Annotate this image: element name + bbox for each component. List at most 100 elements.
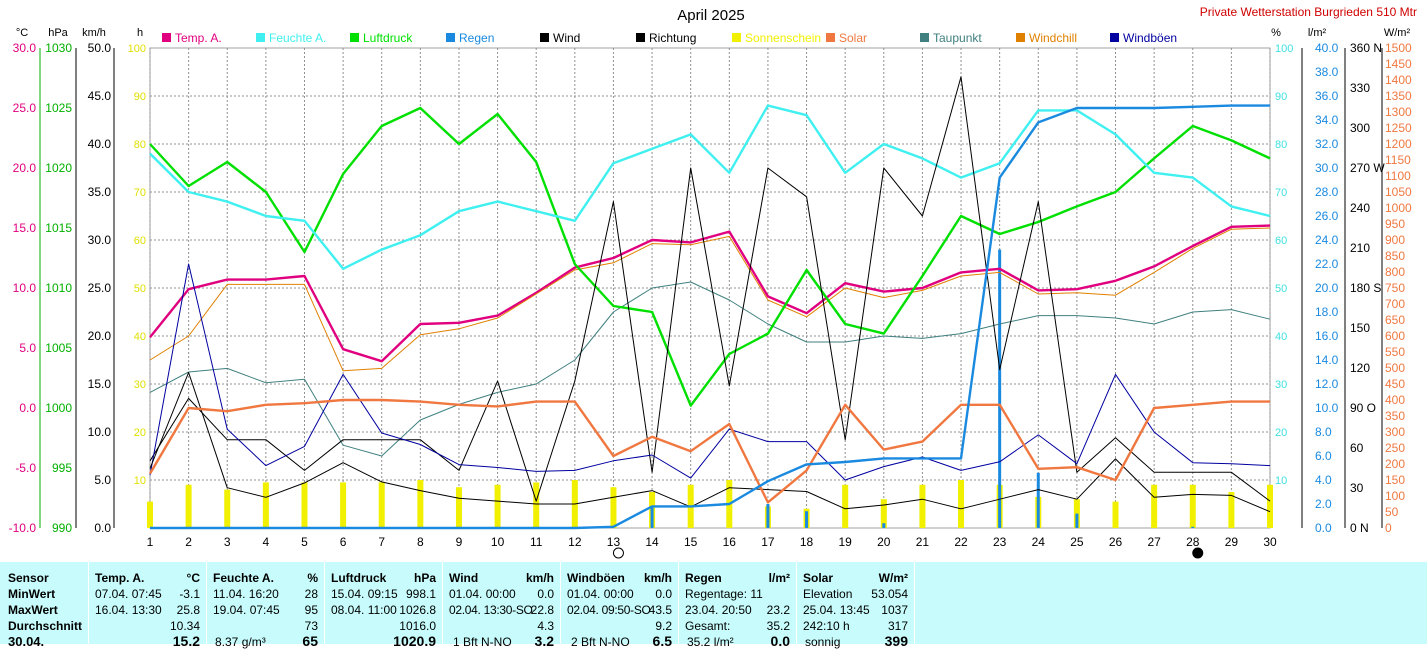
daily-rain-bar xyxy=(1036,472,1040,528)
temp-tick: -5.0 xyxy=(15,461,36,475)
x-tick-label: 4 xyxy=(263,535,270,549)
pressure-unit: hPa xyxy=(48,27,68,39)
daily-rain-bar xyxy=(1191,526,1195,528)
x-tick-label: 28 xyxy=(1186,535,1200,549)
pressure-tick: 1030 xyxy=(45,41,72,55)
gust-unit-head: km/h xyxy=(643,571,672,585)
row-label-sensor: Sensor xyxy=(8,571,49,585)
solar-tick: 150 xyxy=(1385,473,1405,487)
temp-tick: 5.0 xyxy=(19,341,36,355)
x-tick-label: 16 xyxy=(723,535,737,549)
legend-label: Feuchte A. xyxy=(269,31,326,45)
wind-tick: 0.0 xyxy=(94,521,111,535)
sun-tick: 20 xyxy=(134,427,146,439)
rain-tick: 38.0 xyxy=(1315,65,1339,79)
wind-tick: 25.0 xyxy=(88,281,112,295)
direction-tick: 240 xyxy=(1350,201,1370,215)
x-tick-label: 22 xyxy=(954,535,968,549)
pressure-tick: 990 xyxy=(52,521,72,535)
sunshine-bar xyxy=(1151,484,1158,528)
site-title: Private Wetterstation Burgrieden 510 Mtr xyxy=(1200,5,1417,19)
x-tick-label: 18 xyxy=(800,535,814,549)
row-label-avg: Durchschnitt xyxy=(8,619,83,633)
temp-tick: 10.0 xyxy=(13,281,37,295)
full-moon-icon xyxy=(612,547,624,559)
solar-tick: 1500 xyxy=(1385,41,1412,55)
series-temp-a xyxy=(149,224,1271,363)
rain-days: Regentage: 11 xyxy=(685,587,763,601)
temp-current: 15.2 xyxy=(172,633,200,649)
solar-head: Solar xyxy=(803,571,834,585)
sunshine-bar xyxy=(919,484,926,528)
weather-chart: Private Wetterstation Burgrieden 510 Mtr… xyxy=(9,5,1417,559)
solar-hours: 242:10 h xyxy=(803,619,850,633)
legend-label: Solar xyxy=(839,31,867,45)
rain-tick: 20.0 xyxy=(1315,281,1339,295)
legend-label: Luftdruck xyxy=(363,31,413,45)
row-label-min: MinWert xyxy=(8,587,56,601)
solar-tick: 300 xyxy=(1385,425,1405,439)
axes: 30.025.020.015.010.05.00.0-5.0-10.010301… xyxy=(9,41,1412,535)
wind-tick: 15.0 xyxy=(88,377,112,391)
rain-tick: 32.0 xyxy=(1315,137,1339,151)
rain-tick: 4.0 xyxy=(1315,473,1332,487)
sun-tick: 70 xyxy=(134,187,146,199)
sunshine-bar xyxy=(455,487,462,528)
rain-tick: 18.0 xyxy=(1315,305,1339,319)
solar-tick: 900 xyxy=(1385,233,1405,247)
x-tick-label: 12 xyxy=(568,535,582,549)
x-tick-labels: 1 2 3 4 5 6 7 8 9 10 11 12 13 14 15 16 17 18 19 20 21 22 23 24 2… xyxy=(147,535,1277,549)
temp-tick: 0.0 xyxy=(19,401,36,415)
rain-tick: 10.0 xyxy=(1315,401,1339,415)
row-label-date: 30.04. xyxy=(8,634,45,649)
wind-avg: 4.3 xyxy=(537,619,554,633)
hum-current: 65 xyxy=(302,633,318,649)
solar-tick: 750 xyxy=(1385,281,1405,295)
x-tick-label: 26 xyxy=(1109,535,1123,549)
solar-max-val: 1037 xyxy=(881,603,908,617)
wind-tick: 35.0 xyxy=(88,185,112,199)
legend-swatch xyxy=(446,33,455,42)
x-tick-label: 3 xyxy=(224,535,231,549)
statistics-table: Sensor MinWert MaxWert Durchschnitt 30.0… xyxy=(0,562,1427,649)
solar-tick: 200 xyxy=(1385,457,1405,471)
row-label-max: MaxWert xyxy=(8,603,58,617)
temp-min-time: 07.04. 07:45 xyxy=(95,587,162,601)
x-tick-label: 25 xyxy=(1070,535,1084,549)
humidity-tick: 20 xyxy=(1275,427,1287,439)
daily-rain-bar xyxy=(650,507,654,528)
wind-min-time: 01.04. 00:00 xyxy=(449,587,516,601)
rain-month: 35.2 l/m² xyxy=(687,635,734,649)
hum-head: Feuchte A. xyxy=(213,571,274,585)
sun-tick: 100 xyxy=(128,43,146,55)
x-tick-label: 23 xyxy=(993,535,1007,549)
sunshine-bar xyxy=(610,487,617,528)
x-tick-label: 21 xyxy=(916,535,930,549)
press-head: Luftdruck xyxy=(331,571,387,585)
legend-label: Windchill xyxy=(1029,31,1077,45)
daily-rain-bar xyxy=(1075,513,1079,528)
press-min-time: 15.04. 09:15 xyxy=(331,587,398,601)
direction-tick: 210 xyxy=(1350,241,1370,255)
sunshine-bar xyxy=(147,501,153,528)
sunshine-bar xyxy=(880,499,887,528)
humidity-tick: 30 xyxy=(1275,379,1287,391)
legend-swatch xyxy=(826,33,835,42)
series-luftdruck xyxy=(149,106,1271,407)
rain-tick: 28.0 xyxy=(1315,185,1339,199)
hum-min-time: 11.04. 16:20 xyxy=(213,587,279,601)
series-feuchte-a xyxy=(149,104,1271,270)
rain-tick: 36.0 xyxy=(1315,89,1339,103)
wind-bft: 1 Bft N-NO xyxy=(453,635,512,649)
rain-tick: 0.0 xyxy=(1315,521,1332,535)
solar-state: sonnig xyxy=(805,635,841,649)
sun-tick: 80 xyxy=(134,139,146,151)
sunshine-bar xyxy=(1189,484,1196,528)
humidity-tick: 70 xyxy=(1275,187,1287,199)
solar-unit-head: W/m² xyxy=(878,571,908,585)
solar-tick: 1200 xyxy=(1385,137,1412,151)
sunshine-bar xyxy=(533,482,540,528)
wind-tick: 5.0 xyxy=(94,473,111,487)
sunshine-bar xyxy=(958,480,965,528)
wind-min-val: 0.0 xyxy=(537,587,554,601)
